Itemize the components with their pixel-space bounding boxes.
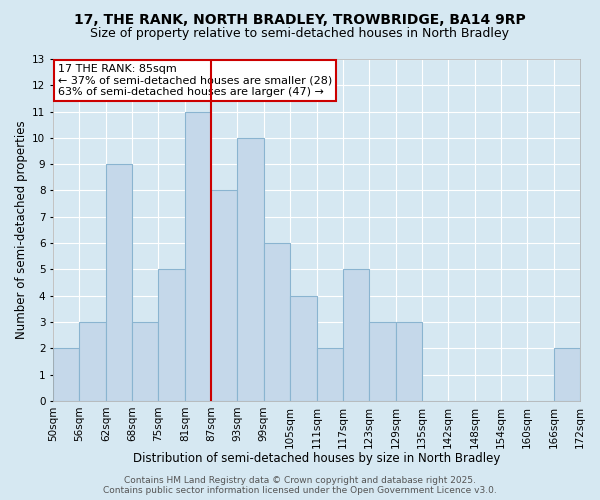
Bar bbox=[158, 270, 185, 401]
Text: Size of property relative to semi-detached houses in North Bradley: Size of property relative to semi-detach… bbox=[91, 28, 509, 40]
Bar bbox=[395, 322, 422, 401]
Bar bbox=[554, 348, 580, 401]
Bar bbox=[343, 270, 369, 401]
Text: 17, THE RANK, NORTH BRADLEY, TROWBRIDGE, BA14 9RP: 17, THE RANK, NORTH BRADLEY, TROWBRIDGE,… bbox=[74, 12, 526, 26]
Bar bbox=[238, 138, 264, 401]
X-axis label: Distribution of semi-detached houses by size in North Bradley: Distribution of semi-detached houses by … bbox=[133, 452, 500, 465]
Bar bbox=[132, 322, 158, 401]
Bar bbox=[106, 164, 132, 401]
Bar bbox=[53, 348, 79, 401]
Bar bbox=[185, 112, 211, 401]
Bar bbox=[264, 243, 290, 401]
Bar bbox=[79, 322, 106, 401]
Bar bbox=[290, 296, 317, 401]
Y-axis label: Number of semi-detached properties: Number of semi-detached properties bbox=[15, 120, 28, 339]
Bar bbox=[211, 190, 238, 401]
Bar bbox=[369, 322, 395, 401]
Text: Contains HM Land Registry data © Crown copyright and database right 2025.
Contai: Contains HM Land Registry data © Crown c… bbox=[103, 476, 497, 495]
Bar bbox=[317, 348, 343, 401]
Text: 17 THE RANK: 85sqm
← 37% of semi-detached houses are smaller (28)
63% of semi-de: 17 THE RANK: 85sqm ← 37% of semi-detache… bbox=[58, 64, 332, 98]
